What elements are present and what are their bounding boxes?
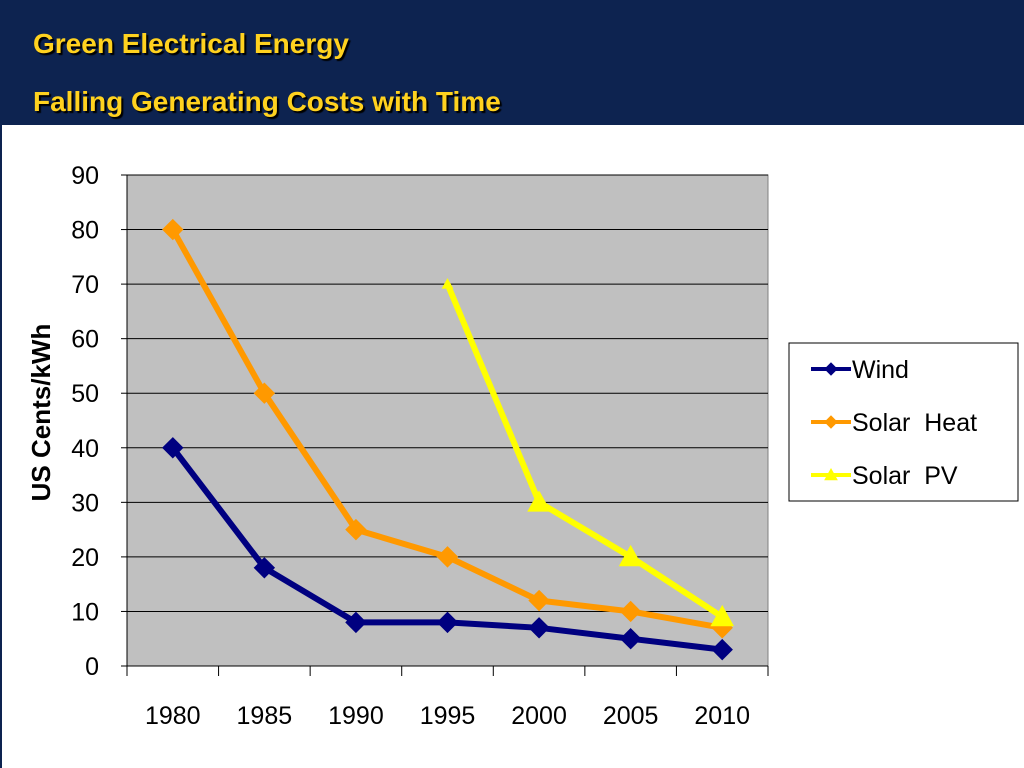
data-point-solar-pv [710,604,735,627]
axes [126,175,769,676]
y-tick-label: 80 [71,217,99,245]
slide-subtitle: Falling Generating Costs with Time [33,86,501,117]
data-point-solar-heat [345,518,367,541]
series-solar-pv [441,278,735,627]
y-tick-label: 60 [71,326,99,354]
y-tick-label: 40 [71,435,99,463]
slide-title: Green Electrical Energy [33,28,349,59]
line-chart: 0 10 20 30 40 50 60 70 80 90 1980 1985 1990 1995 2000… [26,162,1019,730]
legend-label-solar-heat: Solar Heat [852,409,977,437]
legend-marker-wind [824,362,838,376]
data-point-solar-heat [162,218,184,241]
x-tick-label: 2000 [511,702,567,730]
x-tick-label: 1995 [420,702,476,730]
legend-item-solar-heat: Solar Heat [811,409,977,437]
y-tick-label: 70 [71,271,99,299]
data-point-solar-heat [619,600,642,623]
legend-label-solar-pv: Solar PV [852,462,958,490]
data-point-wind [619,628,642,650]
y-tick-label: 0 [85,653,99,681]
x-tick-label: 1990 [328,702,384,730]
y-tick-labels: 0 10 20 30 40 50 60 70 80 90 [71,162,99,681]
data-point-wind [253,557,276,579]
y-axis-label: US Cents/kWh [26,324,56,502]
chart-container: 0 10 20 30 40 50 60 70 80 90 1980 1985 1990 1995 2000… [0,125,1024,768]
header-banner: Green Electrical Energy Falling Generati… [0,0,1024,125]
x-tick-label: 1985 [237,702,293,730]
x-tick-label: 2005 [603,702,659,730]
legend-item-solar-pv: Solar PV [811,462,958,490]
data-point-solar-heat [528,589,550,612]
y-tick-label: 10 [71,598,99,626]
legend: Wind Solar Heat Solar PV [788,342,1019,502]
series-wind [162,437,733,661]
series-lines [162,218,735,661]
y-tick-label: 20 [71,544,99,572]
legend-marker-solar-pv [824,467,838,481]
data-point-wind [162,437,184,459]
y-tick-label: 90 [71,162,99,190]
data-point-solar-pv [441,278,454,289]
legend-item-wind: Wind [811,356,909,384]
data-point-wind [345,611,367,634]
data-point-wind [436,611,459,634]
plot-area [126,174,769,667]
legend-label-wind: Wind [852,356,909,384]
series-solar-heat [162,218,733,639]
data-point-wind [711,638,733,661]
left-border [0,125,2,768]
data-point-solar-heat [253,382,276,404]
y-tick-label: 50 [71,380,99,408]
y-tick-label: 30 [71,489,99,517]
x-tick-label: 1980 [145,702,201,730]
data-point-solar-pv [527,490,551,512]
x-tick-label: 2010 [694,702,750,730]
series-line-solar-pv [444,282,724,620]
legend-marker-solar-heat [824,415,838,429]
data-point-solar-heat [436,546,459,568]
x-tick-labels: 1980 1985 1990 1995 2000 2005 2010 [145,702,750,730]
data-point-wind [528,617,550,639]
data-point-solar-pv [618,544,643,567]
